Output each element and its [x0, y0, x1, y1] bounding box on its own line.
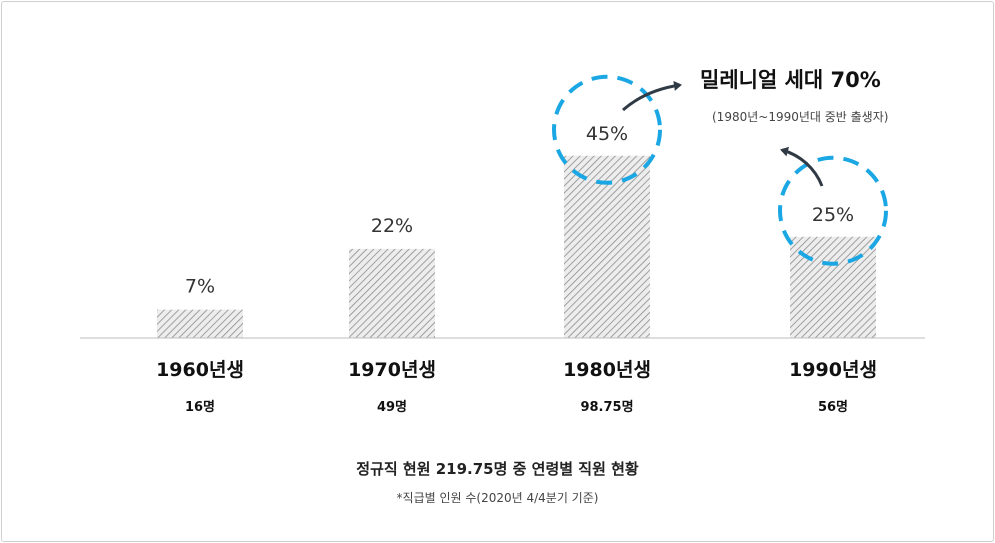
count-label-1980년생: 98.75명 — [580, 399, 633, 415]
count-label-1970년생: 49명 — [377, 399, 407, 415]
category-label-1970년생: 1970년생 — [348, 359, 436, 381]
value-label-1990년생: 25% — [812, 204, 854, 226]
value-label-1970년생: 22% — [371, 215, 413, 237]
callout-title: 밀레니얼 세대 70% — [700, 68, 881, 92]
arrow-1990-icon — [780, 146, 824, 187]
count-label-1960년생: 16명 — [185, 399, 215, 415]
chart-title: 정규직 현원 219.75명 중 연령별 직원 현황 — [356, 460, 639, 478]
count-label-1990년생: 56명 — [818, 399, 848, 415]
value-label-1980년생: 45% — [586, 123, 628, 145]
category-label-1990년생: 1990년생 — [789, 359, 877, 381]
chart-note: *직급별 인원 수(2020년 4/4분기 기준) — [396, 491, 599, 505]
category-label-1980년생: 1980년생 — [563, 359, 651, 381]
callout-subtitle: (1980년~1990년대 중반 출생자) — [712, 110, 889, 124]
bar-1980년생 — [564, 155, 650, 338]
bar-1960년생 — [157, 309, 243, 338]
bar-1970년생 — [349, 248, 435, 338]
value-label-1960년생: 7% — [185, 276, 215, 298]
highlight-circle-1990년생 — [778, 155, 888, 266]
category-label-1960년생: 1960년생 — [156, 359, 244, 381]
arrow-1980-icon — [622, 80, 682, 112]
highlight-circle-1980년생 — [552, 74, 662, 185]
